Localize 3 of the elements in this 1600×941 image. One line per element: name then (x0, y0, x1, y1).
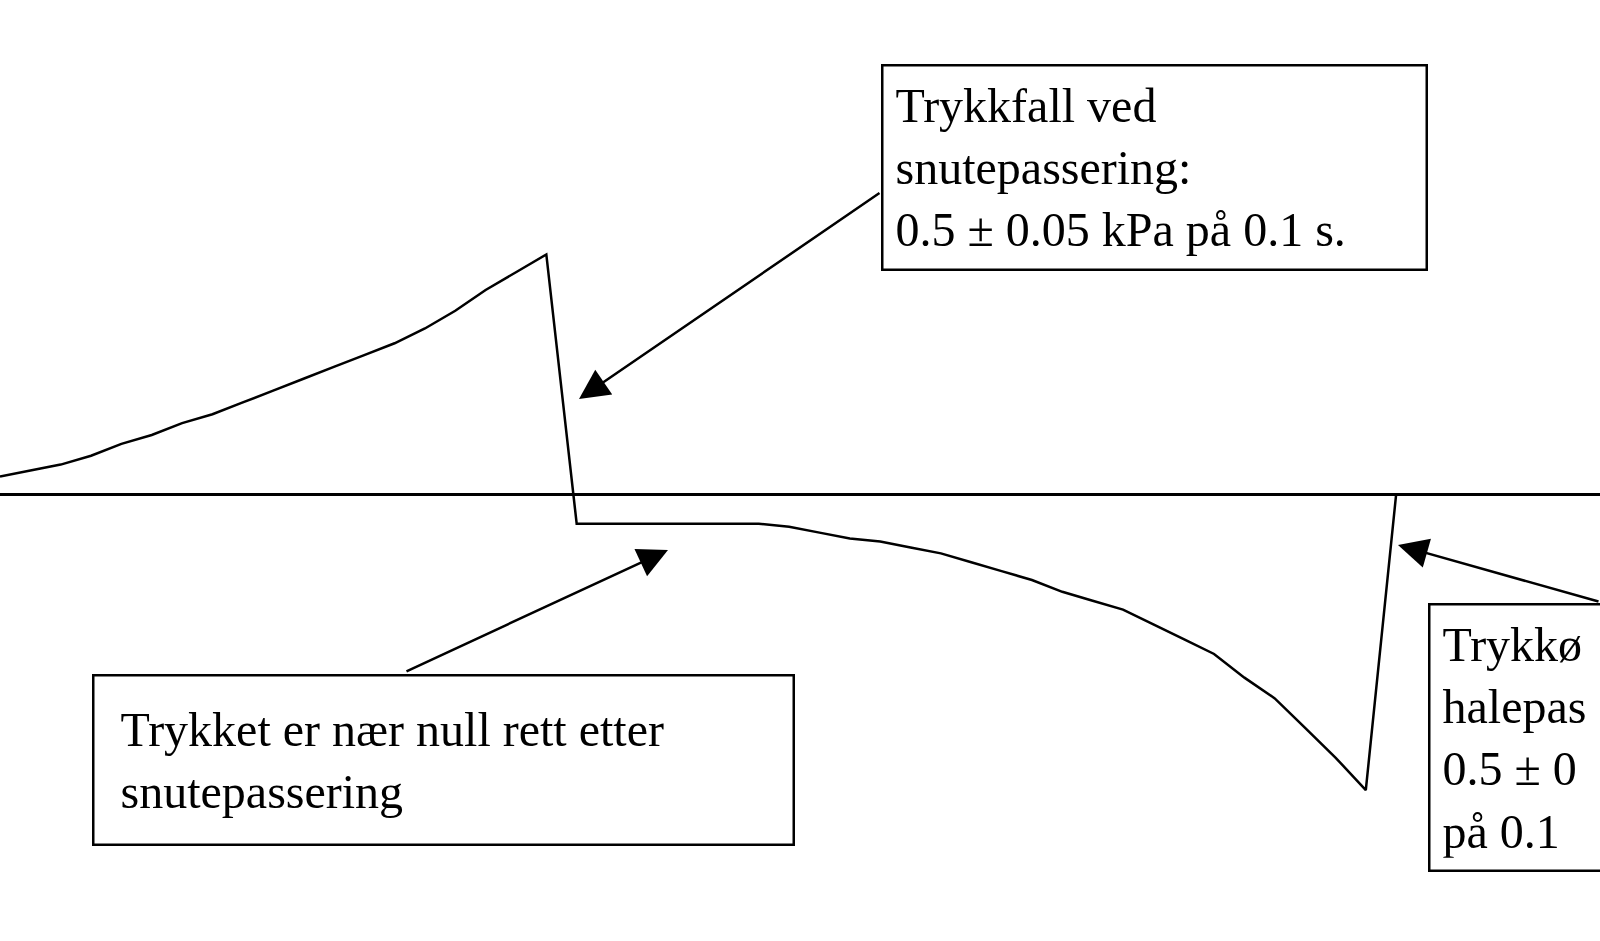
annotation: Trykkfall ved snutepassering: 0.5 ± 0.05 kPa på 0.1 s. (895, 78, 1346, 257)
text: Trykkø halepas 0.5 ± 0 på 0.1 (1442, 617, 1587, 858)
annotation: Trykket er nær null rett etter snutepassering (120, 702, 664, 818)
